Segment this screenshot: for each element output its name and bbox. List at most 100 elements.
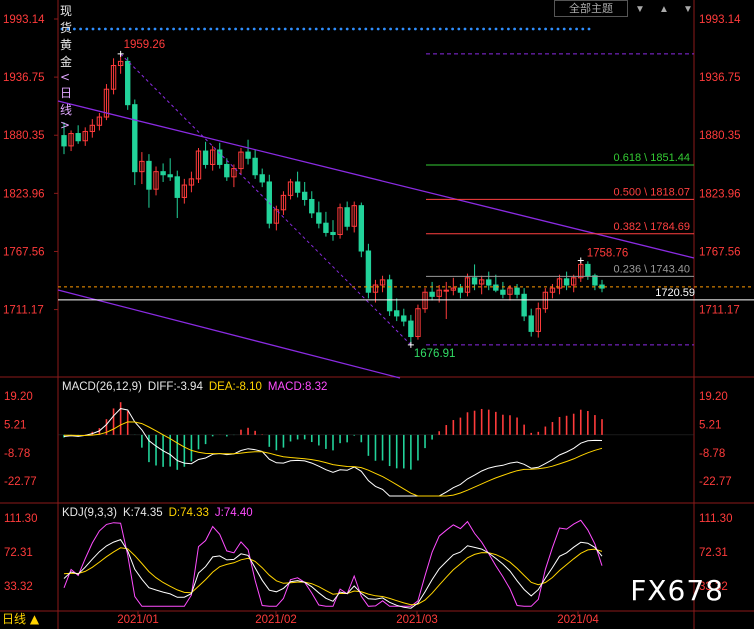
candle-body — [217, 149, 223, 165]
price-tick-label-left: 1711.17 — [3, 305, 44, 317]
fib-level-label: 0.500 \ 1818.07 — [614, 186, 690, 198]
news-dot — [370, 27, 374, 31]
low-annotation: 1676.91 — [414, 348, 456, 360]
news-dot — [178, 27, 182, 31]
candle-body — [75, 133, 81, 142]
news-dot — [581, 27, 585, 31]
candle-body — [379, 279, 386, 286]
news-dot — [60, 27, 64, 31]
news-dot — [302, 27, 306, 31]
news-dot — [476, 27, 479, 31]
candle-body — [500, 289, 506, 295]
high-annotation: 1959.26 — [124, 39, 166, 51]
candle-body — [549, 287, 556, 293]
price-tick-label-right: 1767.56 — [699, 246, 741, 258]
kdj-legend-item: J:74.40 — [215, 507, 253, 519]
news-dot — [308, 27, 312, 31]
price-tick-label-left: 1767.56 — [3, 246, 45, 258]
macd-legend: MACD(26,12,9) DIFF:-3.94 DEA:-8.10 MACD:8.3… — [62, 381, 327, 393]
candle-body — [231, 168, 237, 178]
news-dot — [513, 27, 516, 31]
news-dot — [525, 27, 529, 31]
candle-body — [280, 194, 287, 211]
candle-body — [471, 277, 478, 285]
candle-body — [195, 150, 202, 180]
news-dot — [550, 27, 554, 31]
news-dot — [104, 27, 107, 31]
news-dot — [321, 27, 324, 31]
macd-tick-label-left: -22.77 — [4, 476, 37, 488]
news-dot — [538, 27, 541, 31]
nav-down-icon[interactable]: ▼ — [683, 4, 693, 15]
news-dot — [277, 27, 281, 31]
candle-body — [429, 291, 435, 297]
candle-body — [542, 291, 549, 310]
news-dot — [569, 27, 572, 31]
candle-body — [82, 130, 88, 142]
news-dot — [500, 27, 504, 31]
candle-body — [358, 205, 365, 252]
candle-body — [153, 171, 159, 190]
macd-tick-label-right: 19.20 — [699, 391, 728, 403]
price-tick-label-left: 1993.14 — [3, 14, 45, 26]
price-tick-label-right: 1711.17 — [699, 305, 740, 317]
candle-body — [493, 284, 499, 291]
x-tick-label: 2021/02 — [255, 614, 297, 626]
news-dot — [556, 27, 560, 31]
candle-body — [570, 277, 577, 286]
candle-body — [103, 88, 110, 118]
news-dot — [240, 27, 244, 31]
news-dot — [494, 27, 498, 31]
watermark-logo: FX678 — [630, 574, 724, 607]
low-marker — [407, 341, 414, 348]
news-dot — [376, 27, 380, 31]
period-label[interactable]: <日线> — [60, 70, 73, 132]
fib-level-label: 0.382 \ 1784.69 — [614, 221, 690, 233]
news-dot — [290, 27, 293, 31]
kdj-legend-item: KDJ(9,3,3) — [62, 507, 117, 519]
candle-body — [521, 293, 527, 317]
candle-body — [372, 284, 379, 293]
news-dot — [445, 27, 448, 31]
trendline-lower — [57, 289, 401, 379]
news-dot — [469, 27, 473, 31]
news-dot — [420, 27, 423, 31]
news-dot — [457, 27, 461, 31]
news-dot — [252, 27, 256, 31]
period-tab[interactable]: 日线 ▲ — [2, 612, 40, 626]
kdj-k-line — [63, 538, 603, 609]
fib-level-label: 0.236 \ 1743.40 — [614, 263, 690, 275]
candle-body — [578, 263, 584, 279]
news-dot — [389, 27, 392, 31]
candle-body — [224, 163, 230, 178]
news-dot — [259, 27, 262, 31]
news-dot — [296, 27, 299, 31]
high-marker — [117, 50, 124, 57]
candle-body — [287, 181, 294, 196]
candle-body — [309, 198, 315, 214]
news-dot — [153, 27, 157, 31]
candle-body — [556, 278, 563, 289]
price-tick-label-right: 1823.96 — [699, 188, 741, 200]
news-dot — [401, 27, 405, 31]
candle-body — [323, 222, 329, 233]
candle-body — [259, 174, 265, 183]
news-dot — [79, 27, 82, 31]
candle-body — [386, 279, 393, 312]
theme-select-button[interactable]: 全部主题 — [554, 0, 628, 17]
candle-body — [245, 151, 251, 159]
candle-body — [450, 287, 457, 291]
news-dot — [507, 27, 510, 31]
nav-up-icon[interactable]: ▲ — [659, 4, 669, 15]
candle-body — [514, 287, 520, 295]
news-dot — [414, 27, 417, 31]
news-dot — [234, 27, 238, 31]
news-dot — [159, 27, 163, 31]
price-tick-label-right: 1936.75 — [699, 72, 741, 84]
kdj-d-line — [63, 547, 603, 606]
news-dot — [314, 27, 318, 31]
triangle-down-icon[interactable]: ▼ — [635, 4, 645, 15]
news-dot — [482, 27, 485, 31]
news-dot — [110, 27, 113, 31]
